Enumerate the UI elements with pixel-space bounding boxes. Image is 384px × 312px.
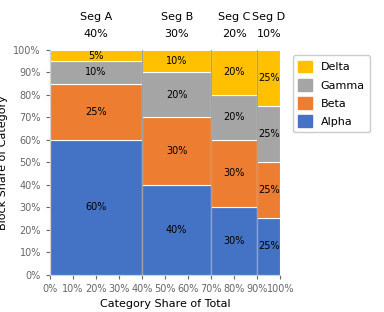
Text: 25%: 25% [258,129,280,139]
Bar [211,207,257,275]
Text: 10%: 10% [166,56,187,66]
Text: 20%: 20% [222,29,247,39]
Text: 20%: 20% [223,67,245,77]
Text: 25%: 25% [258,185,280,195]
Text: 25%: 25% [258,73,280,83]
Text: 30%: 30% [223,168,245,178]
X-axis label: Category Share of Total: Category Share of Total [100,299,230,309]
Y-axis label: Block Share of Category: Block Share of Category [0,95,8,230]
Text: Seg A: Seg A [80,12,112,22]
Text: 20%: 20% [166,90,187,100]
Bar [142,50,211,72]
Text: 60%: 60% [85,202,107,212]
Text: 30%: 30% [166,146,187,156]
Bar [50,61,142,84]
Bar [257,162,280,218]
Bar [211,95,257,140]
Bar [50,50,142,61]
Text: 40%: 40% [166,225,187,235]
Text: 25%: 25% [85,107,107,117]
Text: Seg B: Seg B [161,12,193,22]
Bar [257,106,280,162]
Bar [211,140,257,207]
Bar [142,185,211,275]
Bar [50,140,142,275]
Legend: Delta, Gamma, Beta, Alpha: Delta, Gamma, Beta, Alpha [293,56,370,132]
Text: Seg C: Seg C [218,12,250,22]
Text: 30%: 30% [223,236,245,246]
Text: 20%: 20% [223,112,245,122]
Text: 25%: 25% [258,241,280,251]
Bar [211,50,257,95]
Bar [142,117,211,185]
Text: 10%: 10% [85,67,107,77]
Text: 30%: 30% [164,29,189,39]
Bar [50,84,142,140]
Bar [257,218,280,275]
Bar [257,50,280,106]
Text: 40%: 40% [84,29,108,39]
Bar [142,72,211,117]
Text: 5%: 5% [88,51,104,61]
Text: 10%: 10% [257,29,281,39]
Text: Seg D: Seg D [252,12,285,22]
